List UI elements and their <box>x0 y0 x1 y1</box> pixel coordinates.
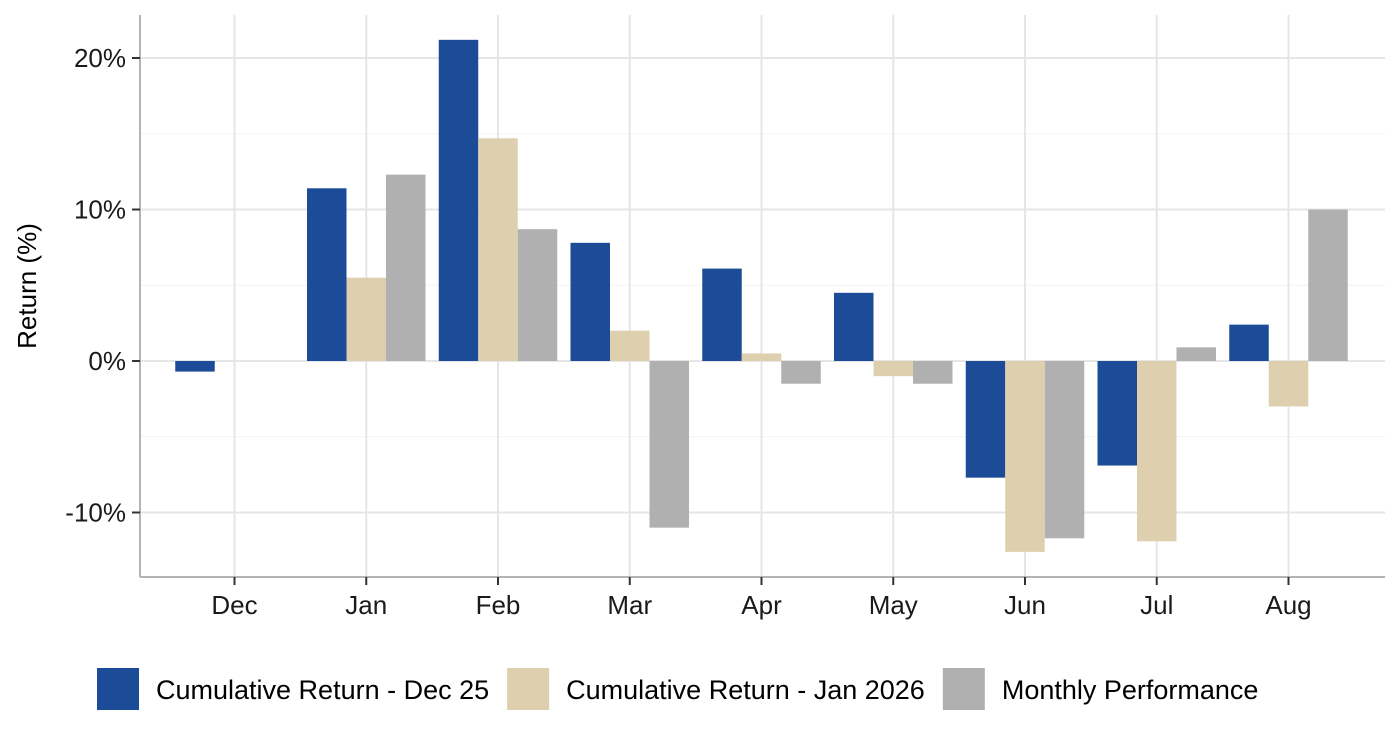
bar <box>834 292 874 361</box>
bar <box>741 353 782 361</box>
bar <box>1044 361 1085 539</box>
x-tick-label: May <box>869 590 918 620</box>
bar <box>913 361 953 384</box>
bar <box>1268 361 1309 407</box>
bar <box>610 330 650 361</box>
legend-label: Monthly Performance <box>1002 675 1259 705</box>
legend-swatch <box>507 668 550 710</box>
bars-layer <box>175 39 1348 552</box>
bar <box>570 242 610 361</box>
x-tick-label: Jun <box>1004 590 1046 620</box>
x-tick-label: Dec <box>211 590 257 620</box>
bar <box>873 361 913 377</box>
bar <box>965 361 1006 478</box>
bar <box>175 361 215 372</box>
bar <box>307 188 347 361</box>
x-tick-label: Aug <box>1265 590 1311 620</box>
bar <box>1005 361 1045 552</box>
bar <box>649 361 689 528</box>
bar <box>702 268 742 361</box>
bar <box>1308 209 1348 361</box>
y-tick-label: 10% <box>74 195 126 225</box>
y-tick-label: -10% <box>65 498 126 528</box>
legend: Cumulative Return - Dec 25 Cumulative Ret… <box>97 668 1258 710</box>
bar <box>1229 324 1269 361</box>
bar <box>478 138 518 361</box>
y-tick-label: 0% <box>88 346 126 376</box>
bar <box>1137 361 1177 542</box>
bar <box>781 361 821 384</box>
bar <box>517 229 558 361</box>
legend-swatch <box>97 668 139 710</box>
y-tick-label: 20% <box>74 43 126 73</box>
legend-label: Cumulative Return - Jan 2026 <box>566 675 925 705</box>
bar <box>1097 361 1137 466</box>
x-tick-label: Mar <box>607 590 652 620</box>
bar <box>438 39 479 361</box>
bar <box>346 277 386 361</box>
legend-label: Cumulative Return - Dec 25 <box>156 675 489 705</box>
x-tick-label: Apr <box>741 590 782 620</box>
legend-swatch <box>942 668 985 710</box>
axes: -10% 0% 10% 20% Dec Jan Feb Mar Apr May Jun Jul Aug <box>65 15 1385 620</box>
bar <box>386 174 426 361</box>
x-tick-label: Feb <box>476 590 521 620</box>
x-tick-label: Jul <box>1140 590 1173 620</box>
y-axis-title: Return (%) <box>12 223 42 349</box>
bar <box>1176 347 1216 361</box>
x-tick-label: Jan <box>345 590 387 620</box>
